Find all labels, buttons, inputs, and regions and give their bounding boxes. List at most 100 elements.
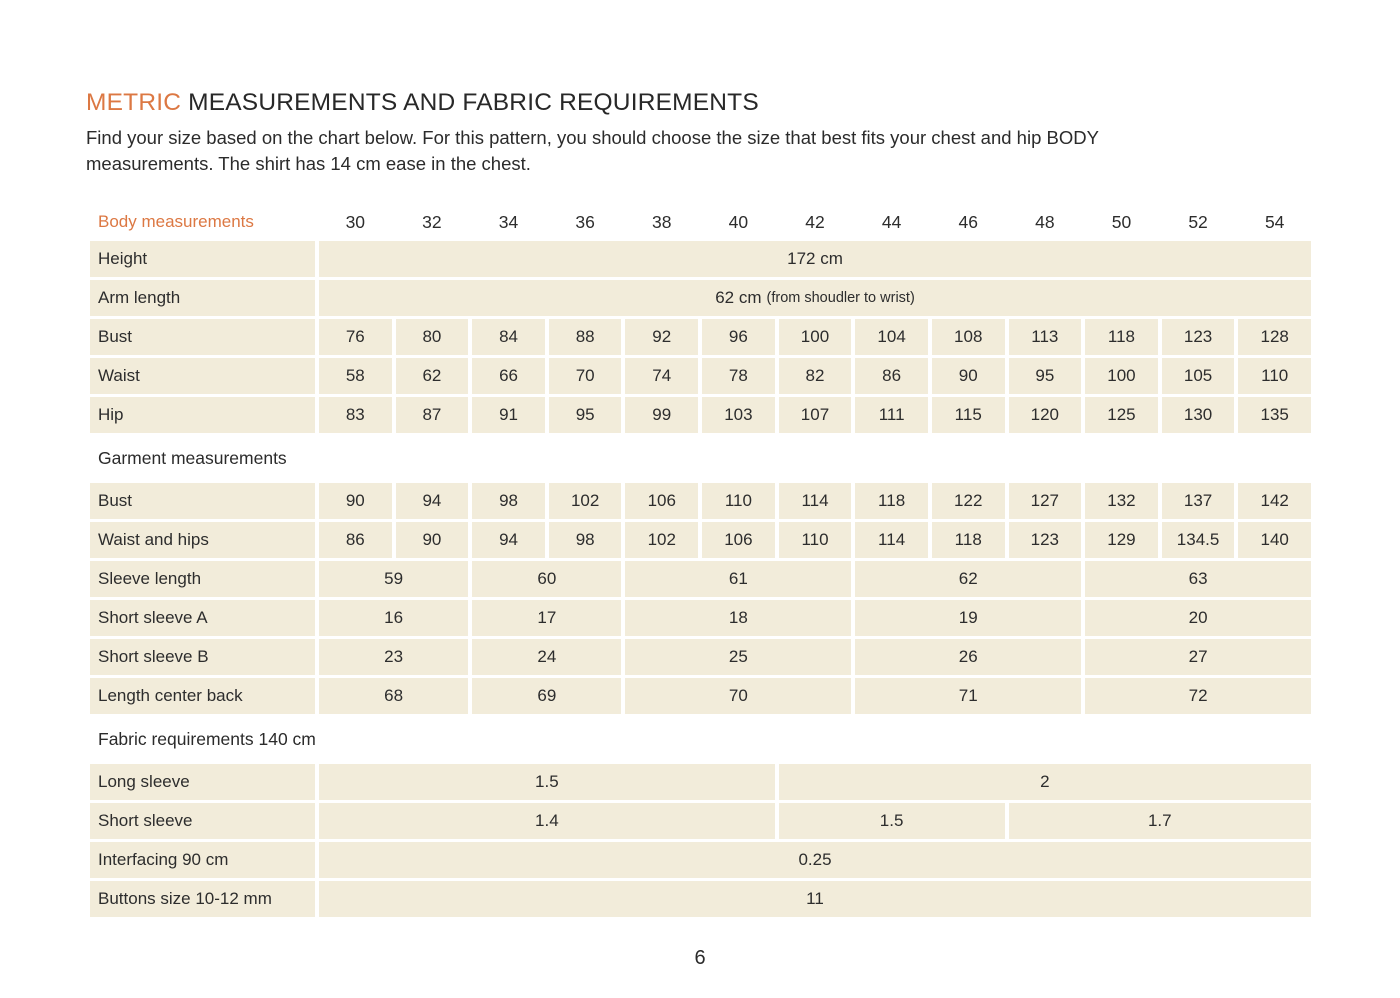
table-cell: 107 bbox=[778, 397, 852, 433]
intro-paragraph: Find your size based on the chart below.… bbox=[86, 125, 1400, 176]
table-cell: 123 bbox=[1161, 319, 1235, 355]
table-cell: 87 bbox=[395, 397, 469, 433]
table-cell: 114 bbox=[855, 522, 928, 558]
table-cell: 127 bbox=[1008, 483, 1082, 519]
intro-line-2: measurements. The shirt has 14 cm ease i… bbox=[86, 152, 531, 174]
table-cell: 106 bbox=[625, 483, 699, 519]
table-cell: 122 bbox=[931, 483, 1005, 519]
table-cell: 120 bbox=[1008, 397, 1082, 433]
table-cell: 91 bbox=[472, 397, 545, 433]
table-cell: 132 bbox=[1085, 483, 1158, 519]
row-label: Interfacing 90 cm bbox=[90, 842, 315, 878]
table-cell: 2 bbox=[778, 764, 1311, 800]
table-cell: 100 bbox=[778, 319, 852, 355]
table-cell: 96 bbox=[702, 319, 775, 355]
table-cell: 123 bbox=[1008, 522, 1082, 558]
table-cell: 84 bbox=[472, 319, 545, 355]
table-cell: 108 bbox=[931, 319, 1005, 355]
table-cell: 20 bbox=[1085, 600, 1311, 636]
table-cell: 135 bbox=[1238, 397, 1311, 433]
table-cell: 104 bbox=[855, 319, 928, 355]
size-column-header: 50 bbox=[1111, 211, 1132, 232]
table-cell: 80 bbox=[395, 319, 469, 355]
table-cell: 60 bbox=[472, 561, 622, 597]
table-cell: 68 bbox=[319, 678, 469, 714]
page-title-rest: MEASUREMENTS AND FABRIC REQUIREMENTS bbox=[181, 89, 759, 116]
table-cell: 62 bbox=[855, 561, 1082, 597]
table-cell: 125 bbox=[1085, 397, 1158, 433]
table-cell: 23 bbox=[319, 639, 469, 675]
table-cell: 1.5 bbox=[319, 764, 775, 800]
table-cell: 70 bbox=[548, 358, 622, 394]
table-cell: 140 bbox=[1238, 522, 1311, 558]
row-label: Short sleeve A bbox=[90, 600, 315, 636]
table-cell: 105 bbox=[1161, 358, 1235, 394]
table-cell: 88 bbox=[548, 319, 622, 355]
table-cell: 110 bbox=[702, 483, 775, 519]
size-column-header: 54 bbox=[1264, 211, 1285, 232]
table-cell: 86 bbox=[855, 358, 928, 394]
row-label: Height bbox=[90, 241, 315, 277]
table-cell: 115 bbox=[931, 397, 1005, 433]
row-label: Short sleeve B bbox=[90, 639, 315, 675]
row-label: Hip bbox=[90, 397, 315, 433]
row-label: Buttons size 10-12 mm bbox=[90, 881, 315, 917]
page-content: METRIC MEASUREMENTS AND FABRIC REQUIREME… bbox=[86, 89, 1400, 917]
section-heading: Fabric requirements 140 cm bbox=[98, 728, 316, 749]
table-cell: 110 bbox=[1238, 358, 1311, 394]
row-label: Length center back bbox=[90, 678, 315, 714]
table-cell: 72 bbox=[1085, 678, 1311, 714]
body-measurements-header: Body measurements bbox=[98, 212, 254, 231]
table-cell: 106 bbox=[702, 522, 775, 558]
table-cell: 90 bbox=[931, 358, 1005, 394]
table-cell: 69 bbox=[472, 678, 622, 714]
table-cell: 102 bbox=[625, 522, 699, 558]
table-cell: 27 bbox=[1085, 639, 1311, 675]
table-cell: 111 bbox=[855, 397, 928, 433]
row-label: Arm length bbox=[90, 280, 315, 316]
table-cell: 66 bbox=[472, 358, 545, 394]
table-cell: 110 bbox=[778, 522, 852, 558]
size-column-header: 36 bbox=[575, 211, 595, 232]
table-cell: 71 bbox=[855, 678, 1082, 714]
table-cell: 100 bbox=[1085, 358, 1158, 394]
table-cell: 134.5 bbox=[1161, 522, 1235, 558]
table-cell: 24 bbox=[472, 639, 622, 675]
row-label: Bust bbox=[90, 319, 315, 355]
table-cell: 98 bbox=[548, 522, 622, 558]
row-label: Short sleeve bbox=[90, 803, 315, 839]
size-table: Body measurements 30 32 34 36 38 40 42 44 46 48 50 5… bbox=[90, 206, 1311, 917]
table-cell: 95 bbox=[548, 397, 622, 433]
cell-note: (from shoudler to wrist) bbox=[766, 290, 915, 306]
table-cell: 18 bbox=[625, 600, 852, 636]
row-label: Waist bbox=[90, 358, 315, 394]
table-cell: 58 bbox=[319, 358, 392, 394]
table-cell: 61 bbox=[625, 561, 852, 597]
table-cell: 118 bbox=[855, 483, 928, 519]
table-cell: 102 bbox=[548, 483, 622, 519]
size-column-header: 46 bbox=[958, 211, 978, 232]
row-label: Long sleeve bbox=[90, 764, 315, 800]
table-cell: 78 bbox=[702, 358, 775, 394]
table-cell: 76 bbox=[319, 319, 392, 355]
table-cell: 11 bbox=[319, 881, 1311, 917]
table-cell: 82 bbox=[778, 358, 852, 394]
table-cell: 94 bbox=[395, 483, 469, 519]
table-cell: 19 bbox=[855, 600, 1082, 636]
table-cell: 95 bbox=[1008, 358, 1082, 394]
table-cell: 137 bbox=[1161, 483, 1235, 519]
table-cell: 172 cm bbox=[319, 241, 1311, 277]
table-cell: 74 bbox=[625, 358, 699, 394]
row-label: Sleeve length bbox=[90, 561, 315, 597]
section-heading: Garment measurements bbox=[98, 447, 287, 468]
size-column-header: 34 bbox=[498, 211, 519, 232]
table-cell: 90 bbox=[395, 522, 469, 558]
size-column-header: 48 bbox=[1035, 211, 1055, 232]
table-cell: 1.4 bbox=[319, 803, 775, 839]
row-label: Bust bbox=[90, 483, 315, 519]
table-cell: 62 bbox=[395, 358, 469, 394]
table-cell: 92 bbox=[625, 319, 699, 355]
table-cell: 17 bbox=[472, 600, 622, 636]
size-column-header: 38 bbox=[652, 211, 672, 232]
